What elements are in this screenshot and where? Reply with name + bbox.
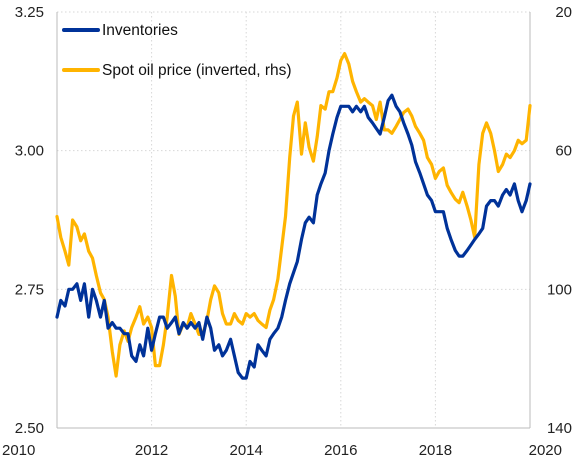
left-tick-label: 2.75 (15, 281, 44, 298)
right-axis-ticks: 140 100 60 20 (547, 4, 572, 437)
x-tick-label: 2012 (135, 442, 168, 459)
left-tick-label: 3.25 (15, 4, 44, 21)
right-tick-label: 60 (555, 143, 572, 160)
x-tick-label: 2020 (529, 442, 562, 459)
x-tick-label: 2014 (230, 442, 263, 459)
legend-label-oil: Spot oil price (inverted, rhs) (102, 62, 292, 79)
x-tick-label: 2010 (2, 442, 35, 459)
legend: Inventories Spot oil price (inverted, rhs… (62, 22, 292, 79)
right-tick-label: 100 (547, 281, 572, 298)
right-tick-label: 20 (555, 4, 572, 21)
inventories-line (55, 93, 532, 380)
right-tick-label: 140 (547, 420, 572, 437)
x-tick-label: 2018 (419, 442, 452, 459)
oil-price-line (55, 52, 532, 378)
left-tick-label: 3.00 (15, 143, 44, 160)
x-tick-label: 2016 (324, 442, 357, 459)
left-tick-label: 2.50 (15, 420, 44, 437)
series-layer (55, 52, 532, 380)
grid (56, 11, 531, 429)
x-axis-ticks: 2010 2012 2014 2016 2018 2020 (2, 442, 562, 459)
left-axis-ticks: 2.50 2.75 3.00 3.25 (15, 4, 44, 437)
legend-label-inventories: Inventories (102, 22, 178, 39)
